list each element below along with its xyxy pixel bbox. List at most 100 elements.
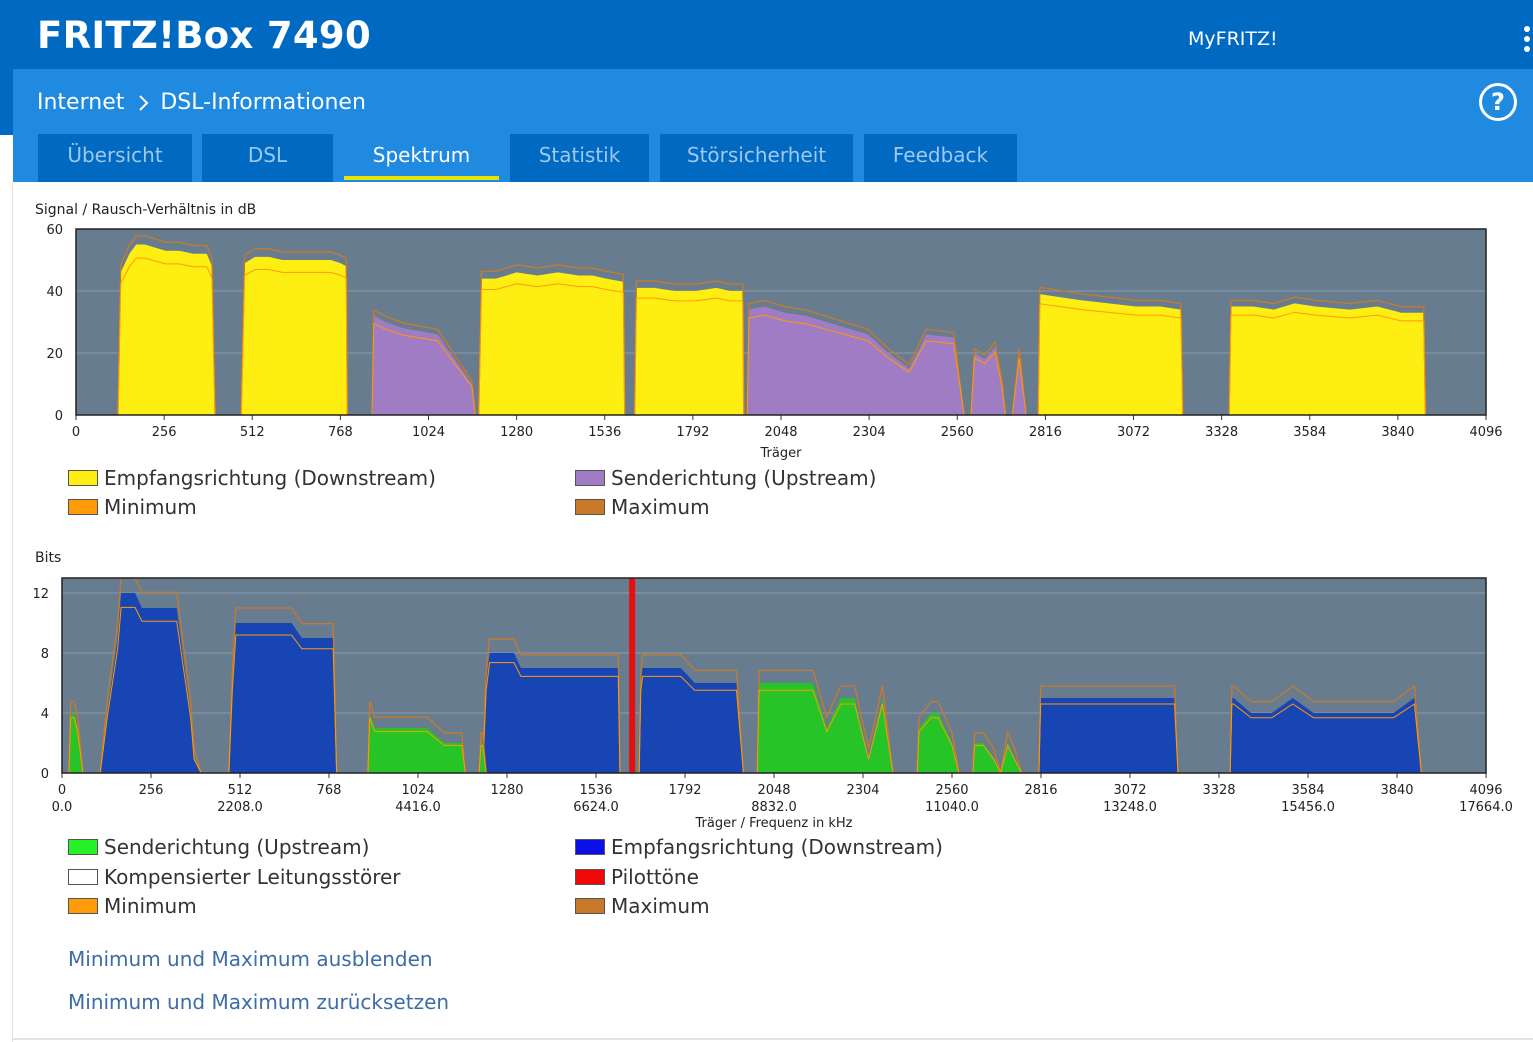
legend-snr-downstream[interactable]: Empfangsrichtung (Downstream) (68, 466, 436, 490)
min-line (117, 257, 216, 416)
legend-snr-upstream[interactable]: Senderichtung (Upstream) (575, 466, 876, 490)
max-line (99, 577, 202, 774)
legend-bits-upstream[interactable]: Senderichtung (Upstream) (68, 835, 369, 859)
legend-bits-minimum[interactable]: Minimum (68, 894, 197, 918)
min-line (916, 717, 960, 774)
min-line (482, 662, 621, 774)
legend-snr-maximum[interactable]: Maximum (575, 495, 710, 519)
legend-bits-pilot[interactable]: Pilottöne (575, 865, 699, 889)
y-tick-label: 60 (46, 223, 63, 238)
min-line (970, 351, 1027, 416)
series-area (228, 623, 337, 773)
max-line (970, 340, 1027, 416)
tab-feedback[interactable]: Feedback (864, 134, 1017, 182)
bits-chart-title: Bits (35, 550, 62, 566)
legend-bits-downstream[interactable]: Empfangsrichtung (Downstream) (575, 835, 943, 859)
max-line (746, 299, 965, 416)
max-line (638, 654, 745, 774)
max-line (972, 730, 1023, 774)
tab-spektrum[interactable]: Spektrum (344, 134, 499, 182)
snr-chart-title: Signal / Rausch-Verhältnis in dB (35, 202, 257, 218)
x-tick-label: 4096 (1469, 783, 1502, 798)
y-tick-label: 40 (46, 285, 63, 300)
x-tick-label: 2560 (935, 783, 968, 798)
x-tick-label: 512 (228, 783, 253, 798)
min-line (638, 675, 744, 774)
x-tick-label: 2816 (1029, 425, 1062, 440)
series-area (100, 593, 202, 773)
tab-statistik[interactable]: Statistik (510, 134, 649, 182)
x-tick-label: 768 (317, 783, 342, 798)
max-line (1038, 685, 1179, 774)
x-tick-label-frequency: 13248.0 (1103, 800, 1157, 815)
x-tick-label: 1792 (668, 783, 701, 798)
series-area (1229, 303, 1426, 415)
x-tick-label-frequency: 15456.0 (1281, 800, 1335, 815)
plot-frame (61, 577, 1487, 774)
min-line (68, 717, 84, 774)
x-tick-label: 2304 (846, 783, 879, 798)
series-area (1230, 698, 1422, 773)
myfritz-link[interactable]: MyFRITZ! (1188, 28, 1278, 50)
pilot-tone-marker (629, 578, 636, 773)
series-area (757, 683, 893, 773)
tab-stoersicherheit[interactable]: Störsicherheit (660, 134, 853, 182)
min-line (634, 297, 745, 416)
snr-chart: 0 20 40 60 0 256 512 768 1024 1280 1536 1792 2048 230… (46, 223, 1502, 461)
reset-minmax-link[interactable]: Minimum und Maximum zurücksetzen (68, 990, 450, 1014)
min-line (1229, 703, 1422, 774)
x-tick-label: 512 (240, 425, 265, 440)
x-tick-label: 3328 (1205, 425, 1238, 440)
x-tick-label: 2816 (1024, 783, 1057, 798)
min-line (99, 606, 202, 774)
x-tick-label: 4096 (1469, 425, 1502, 440)
max-line (482, 638, 621, 774)
min-line (478, 283, 626, 416)
y-tick-label: 12 (32, 587, 49, 602)
x-tick-label: 2048 (764, 425, 797, 440)
min-line (1037, 303, 1184, 416)
x-tick-label: 2560 (941, 425, 974, 440)
min-line (478, 744, 487, 774)
tab-uebersicht[interactable]: Übersicht (38, 134, 192, 182)
series-area (634, 287, 744, 415)
header-left-strip (0, 69, 13, 135)
x-tick-label: 0 (58, 783, 66, 798)
series-area (372, 315, 476, 415)
x-tick-label-frequency: 11040.0 (925, 800, 979, 815)
legend-snr-minimum[interactable]: Minimum (68, 495, 197, 519)
max-line (1229, 684, 1422, 774)
x-tick-label-frequency: 17664.0 (1459, 800, 1513, 815)
plot-frame (75, 228, 1487, 416)
series-area (478, 272, 625, 415)
bits-chart: 0 4 8 12 0 0.0 256 512 2208.0 768 1024 4416.0 1280 15… (32, 577, 1513, 831)
x-tick-label-frequency: 4416.0 (395, 800, 441, 815)
legend-bits-compensated[interactable]: Kompensierter Leitungsstörer (68, 865, 401, 889)
x-tick-label: 1536 (579, 783, 612, 798)
hide-minmax-link[interactable]: Minimum und Maximum ausblenden (68, 947, 433, 971)
x-tick-label: 1280 (500, 425, 533, 440)
min-line (1228, 311, 1426, 416)
brand-logo[interactable]: FRITZ!Box 7490 (37, 14, 372, 57)
y-tick-label: 4 (41, 707, 49, 722)
x-tick-label: 3328 (1202, 783, 1235, 798)
help-icon[interactable]: ? (1479, 83, 1517, 121)
series-area (917, 713, 959, 773)
min-line (1038, 703, 1179, 774)
breadcrumb-current: DSL-Informationen (160, 90, 366, 115)
x-tick-label-frequency: 8832.0 (751, 800, 797, 815)
tab-dsl[interactable]: DSL (202, 134, 333, 182)
min-line (746, 314, 965, 416)
series-area (639, 668, 744, 773)
breadcrumb-parent[interactable]: Internet (37, 90, 125, 115)
min-line (756, 689, 894, 774)
x-tick-label: 3072 (1113, 783, 1146, 798)
x-tick-label: 3584 (1291, 783, 1324, 798)
series-area (241, 256, 348, 415)
x-tick-label: 1280 (490, 783, 523, 798)
x-tick-label-frequency: 2208.0 (217, 800, 263, 815)
max-line (117, 235, 216, 416)
kebab-menu-icon[interactable] (1524, 26, 1532, 52)
legend-bits-maximum[interactable]: Maximum (575, 894, 710, 918)
x-tick-label: 2304 (853, 425, 886, 440)
